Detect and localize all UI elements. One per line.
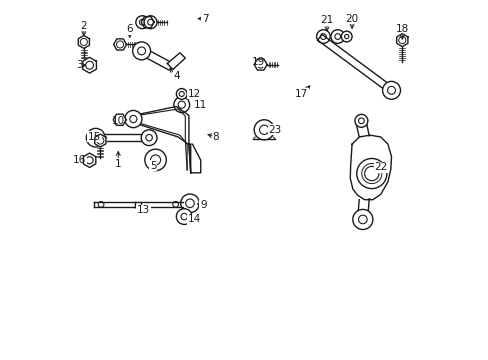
Polygon shape <box>95 134 106 147</box>
Circle shape <box>316 30 329 43</box>
Circle shape <box>176 89 187 99</box>
Polygon shape <box>113 39 126 50</box>
Text: 16: 16 <box>73 155 86 165</box>
Circle shape <box>330 30 344 43</box>
Text: 20: 20 <box>345 14 358 24</box>
Text: 8: 8 <box>212 132 219 142</box>
Text: 3: 3 <box>76 60 82 70</box>
Text: 21: 21 <box>320 15 333 26</box>
Text: 19: 19 <box>252 57 265 67</box>
Circle shape <box>136 16 148 29</box>
Text: 10: 10 <box>111 116 124 126</box>
Circle shape <box>144 149 166 171</box>
Circle shape <box>132 42 150 60</box>
Polygon shape <box>82 57 96 73</box>
Circle shape <box>356 158 386 189</box>
Text: 1: 1 <box>115 159 122 169</box>
Circle shape <box>254 120 274 140</box>
Circle shape <box>176 209 192 225</box>
Polygon shape <box>78 36 89 48</box>
Polygon shape <box>167 53 185 69</box>
Text: 5: 5 <box>149 161 156 171</box>
Polygon shape <box>396 34 407 46</box>
Circle shape <box>141 130 157 145</box>
Text: 2: 2 <box>81 21 87 31</box>
Circle shape <box>124 111 142 128</box>
Text: 9: 9 <box>200 200 206 210</box>
Circle shape <box>354 114 367 127</box>
Polygon shape <box>113 114 126 125</box>
Text: 17: 17 <box>295 89 308 99</box>
Polygon shape <box>254 59 266 70</box>
Polygon shape <box>188 144 201 173</box>
Text: 18: 18 <box>395 24 408 35</box>
Polygon shape <box>141 17 154 28</box>
Text: 4: 4 <box>173 71 179 81</box>
Polygon shape <box>83 153 96 167</box>
Text: 15: 15 <box>88 132 101 142</box>
Text: 7: 7 <box>202 14 208 24</box>
Circle shape <box>144 16 157 29</box>
Text: 12: 12 <box>187 89 201 99</box>
Circle shape <box>180 194 199 213</box>
Circle shape <box>341 31 351 42</box>
Text: 6: 6 <box>126 24 133 35</box>
Circle shape <box>174 97 189 113</box>
Circle shape <box>86 129 105 147</box>
Text: 23: 23 <box>268 125 281 135</box>
Text: 22: 22 <box>373 162 386 172</box>
Polygon shape <box>349 135 391 200</box>
Text: 13: 13 <box>137 206 150 216</box>
Text: 11: 11 <box>194 100 207 110</box>
Circle shape <box>352 210 372 229</box>
Text: 14: 14 <box>187 215 201 224</box>
Circle shape <box>382 81 400 99</box>
